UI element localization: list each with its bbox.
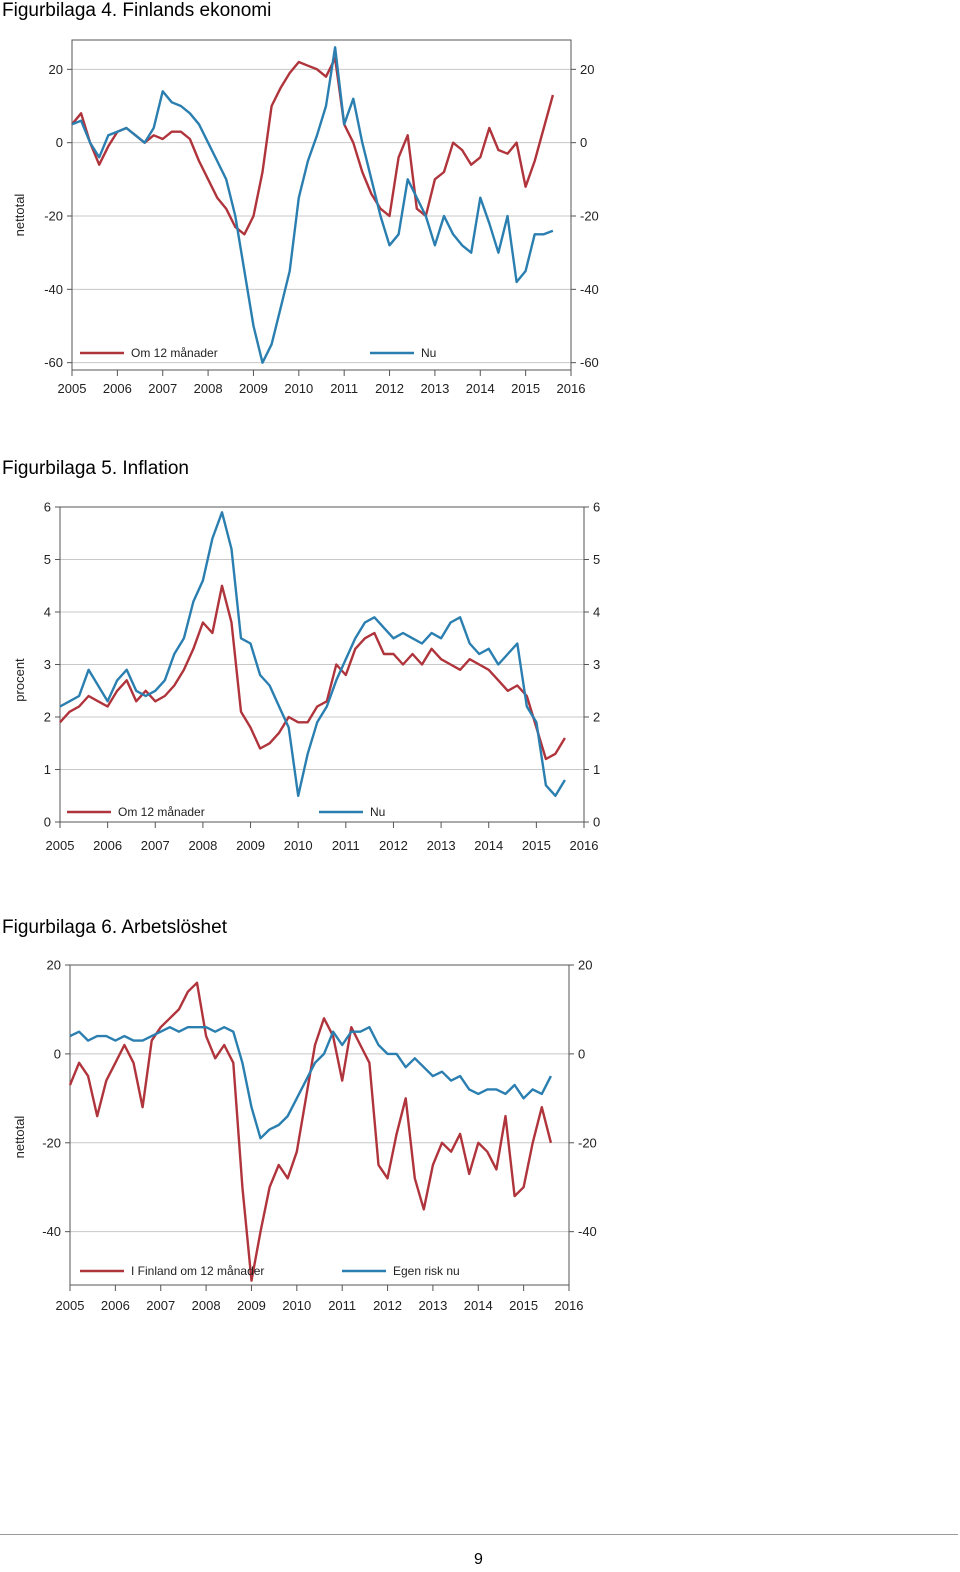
y-axis-label: nettotal — [12, 194, 27, 237]
y-tick-label-left: -40 — [42, 1224, 61, 1239]
chart-arbetsloshet: 20 20 0 0 -20 -20 -40 -40 2005 2006 2007 2008 2009 20… — [12, 958, 597, 1314]
y-tick-label-right: 5 — [593, 552, 600, 567]
y-tick-label-left: -60 — [44, 355, 63, 370]
x-tick-label: 2014 — [474, 838, 503, 853]
y-tick-label-left: -40 — [44, 282, 63, 297]
y-tick-label-right: 0 — [593, 815, 600, 830]
x-tick-label: 2013 — [420, 381, 449, 396]
y-tick-label-left: 5 — [44, 552, 51, 567]
x-tick-label: 2015 — [511, 381, 540, 396]
legend-label: I Finland om 12 månader — [131, 1264, 264, 1278]
series-line-1 — [59, 511, 566, 797]
legend-label: Egen risk nu — [393, 1264, 460, 1278]
x-tick-label: 2014 — [466, 381, 495, 396]
y-tick-label-left: 4 — [44, 605, 51, 620]
series-line-1 — [69, 1025, 552, 1140]
y-tick-label-left: -20 — [42, 1135, 61, 1150]
y-tick-label-right: -60 — [580, 355, 599, 370]
y-axis-label: nettotal — [12, 1116, 27, 1159]
x-tick-label: 2006 — [93, 838, 122, 853]
y-tick-label-right: 2 — [593, 710, 600, 725]
y-tick-label-left: 1 — [44, 762, 51, 777]
figure-4-title: Figurbilaga 4. Finlands ekonomi — [2, 0, 272, 21]
y-tick-label-left: 0 — [56, 135, 63, 150]
x-tick-label: 2013 — [427, 838, 456, 853]
y-tick-label-left: 3 — [44, 657, 51, 672]
x-tick-label: 2011 — [330, 381, 358, 396]
y-tick-label-right: 0 — [580, 135, 587, 150]
y-tick-label-right: 6 — [593, 500, 600, 515]
y-axis-label: procent — [12, 658, 27, 702]
y-tick-label-left: -20 — [44, 209, 63, 224]
chart-finlands-ekonomi: 20 20 0 0 -20 -20 -40 -40 -60 -60 2005 2006 2007 2008… — [12, 39, 599, 396]
y-tick-label-right: 3 — [593, 657, 600, 672]
y-tick-label-left: 6 — [44, 500, 51, 515]
y-tick-label-right: -40 — [580, 282, 599, 297]
figure-5-title: Figurbilaga 5. Inflation — [2, 458, 189, 479]
x-tick-label: 2010 — [284, 381, 313, 396]
x-tick-label: 2010 — [284, 838, 313, 853]
x-tick-label: 2009 — [236, 838, 265, 853]
y-tick-label-right: 0 — [578, 1046, 585, 1061]
series-line-0 — [71, 57, 555, 236]
x-tick-label: 2009 — [239, 381, 268, 396]
plot-frame — [71, 39, 572, 371]
x-tick-label: 2007 — [141, 838, 170, 853]
x-tick-label: 2008 — [194, 381, 223, 396]
x-tick-label: 2012 — [379, 838, 408, 853]
x-tick-label: 2011 — [332, 838, 360, 853]
y-tick-label-right: -40 — [578, 1224, 597, 1239]
x-tick-label: 2016 — [557, 381, 586, 396]
x-tick-label: 2009 — [237, 1298, 266, 1313]
x-tick-label: 2005 — [56, 1298, 85, 1313]
x-tick-label: 2013 — [418, 1298, 447, 1313]
chart-inflation: 6 6 5 5 4 4 3 3 2 2 1 1 0 0 2005 2006 2007 2008 2009 2010 20… — [12, 500, 600, 854]
x-tick-label: 2005 — [46, 838, 75, 853]
x-tick-label: 2005 — [58, 381, 87, 396]
y-tick-label-left: 0 — [54, 1046, 61, 1061]
x-tick-label: 2015 — [522, 838, 551, 853]
x-tick-label: 2007 — [146, 1298, 175, 1313]
x-tick-label: 2006 — [103, 381, 132, 396]
page-number: 9 — [474, 1551, 483, 1568]
legend-label: Om 12 månader — [118, 805, 205, 819]
y-tick-label-left: 20 — [47, 958, 61, 973]
x-tick-label: 2010 — [282, 1298, 311, 1313]
x-tick-label: 2012 — [373, 1298, 402, 1313]
x-tick-label: 2006 — [101, 1298, 130, 1313]
y-tick-label-left: 0 — [44, 815, 51, 830]
legend-label: Nu — [421, 346, 436, 360]
x-tick-label: 2008 — [192, 1298, 221, 1313]
series-line-0 — [59, 584, 566, 761]
plot-frame — [59, 506, 585, 823]
legend-label: Nu — [370, 805, 385, 819]
x-tick-label: 2007 — [148, 381, 177, 396]
y-tick-label-right: 4 — [593, 605, 600, 620]
y-tick-label-right: -20 — [578, 1135, 597, 1150]
series-line-1 — [71, 46, 554, 364]
figure-6-title: Figurbilaga 6. Arbetslöshet — [2, 917, 227, 938]
x-tick-label: 2014 — [464, 1298, 493, 1313]
legend-label: Om 12 månader — [131, 346, 218, 360]
y-tick-label-right: 1 — [593, 762, 600, 777]
footer-divider — [0, 1534, 958, 1535]
x-tick-label: 2016 — [555, 1298, 584, 1313]
x-tick-label: 2011 — [328, 1298, 356, 1313]
y-tick-label-right: -20 — [580, 209, 599, 224]
plot-frame — [69, 964, 570, 1286]
x-tick-label: 2008 — [188, 838, 217, 853]
x-tick-label: 2015 — [509, 1298, 538, 1313]
x-tick-label: 2012 — [375, 381, 404, 396]
y-tick-label-left: 2 — [44, 710, 51, 725]
series-line-0 — [68, 981, 553, 1282]
x-tick-label: 2016 — [570, 838, 599, 853]
y-tick-label-right: 20 — [578, 958, 592, 973]
y-tick-label-left: 20 — [49, 62, 63, 77]
y-tick-label-right: 20 — [580, 62, 594, 77]
